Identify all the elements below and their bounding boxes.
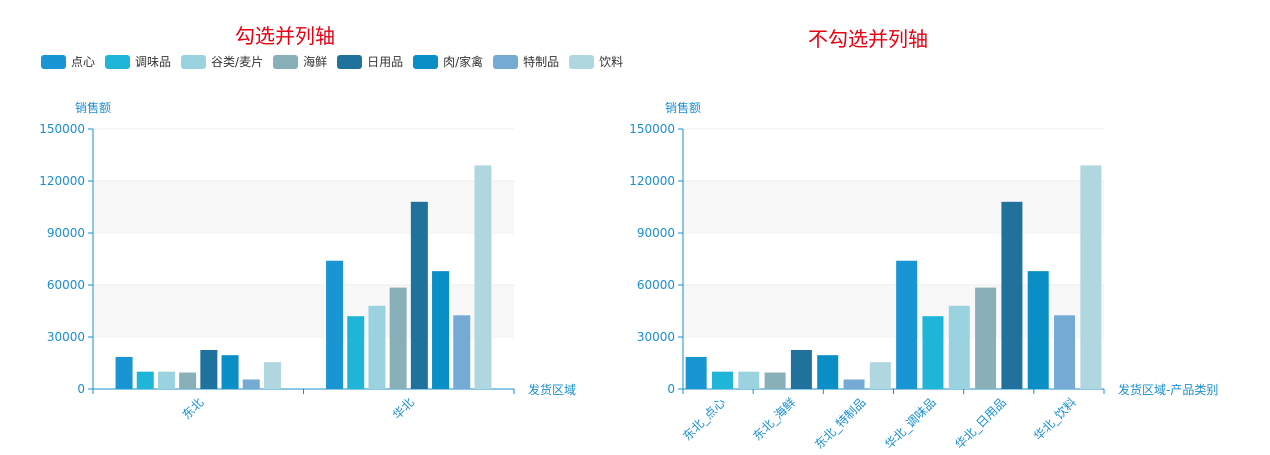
legend-item[interactable]: 点心	[41, 53, 95, 70]
legend-swatch	[105, 54, 131, 69]
x-tick-label: 东北	[179, 395, 206, 422]
bar	[453, 315, 471, 389]
grid-band	[93, 285, 514, 337]
legend-item[interactable]: 海鲜	[273, 53, 327, 70]
y-tick-label: 30000	[47, 330, 85, 344]
x-tick-label: 华北_日用品	[952, 395, 1009, 452]
x-tick-label: 华北_调味品	[882, 395, 939, 452]
bar	[221, 355, 239, 389]
bar	[1080, 165, 1102, 389]
bar	[843, 379, 865, 389]
legend-item[interactable]: 特制品	[493, 53, 559, 70]
bar	[738, 371, 760, 389]
bar	[1001, 201, 1023, 389]
y-tick-label: 0	[667, 382, 675, 396]
y-tick-label: 90000	[637, 226, 675, 240]
legend-swatch	[181, 54, 207, 69]
y-tick-label: 150000	[39, 122, 85, 136]
bar	[242, 379, 260, 389]
legend: 点心 调味品 谷类/麦片 海鲜 日用品 肉/家禽 特制品 饮料	[41, 53, 633, 70]
legend-swatch	[569, 54, 595, 69]
bar	[326, 260, 344, 389]
bar	[389, 287, 407, 389]
y-tick-label: 60000	[47, 278, 85, 292]
bar	[975, 287, 997, 389]
y-axis-title: 销售额	[665, 100, 701, 115]
bar	[1027, 271, 1049, 389]
legend-swatch	[337, 54, 363, 69]
legend-label: 海鲜	[303, 55, 328, 69]
x-axis-title: 发货区域-产品类别	[1118, 382, 1218, 397]
bar	[764, 372, 786, 389]
legend-swatch	[493, 54, 519, 69]
bar	[869, 362, 891, 389]
chart-title-right: 不勾选并列轴	[808, 27, 928, 51]
bar	[948, 305, 970, 389]
grid-band	[93, 181, 514, 233]
y-tick-label: 30000	[637, 330, 675, 344]
y-tick-label: 120000	[39, 174, 85, 188]
bar	[896, 260, 918, 389]
bar	[474, 165, 492, 389]
x-tick-label: 东北_海鲜	[750, 395, 799, 444]
bar	[115, 356, 133, 389]
bar	[410, 201, 428, 389]
y-tick-label: 90000	[47, 226, 85, 240]
legend-label: 谷类/麦片	[211, 55, 264, 69]
bar	[685, 356, 707, 389]
bar	[179, 372, 197, 389]
legend-item[interactable]: 谷类/麦片	[181, 53, 263, 70]
bar	[136, 371, 154, 389]
bar	[263, 362, 281, 389]
y-tick-label: 120000	[629, 174, 675, 188]
y-tick-label: 0	[77, 382, 85, 396]
legend-label: 日用品	[367, 55, 404, 69]
grid-band	[683, 181, 1104, 233]
legend-label: 调味品	[135, 55, 172, 69]
legend-swatch	[41, 54, 66, 69]
legend-swatch	[413, 54, 439, 69]
x-tick-label: 东北_特制品	[811, 395, 868, 452]
legend-item[interactable]: 调味品	[105, 53, 171, 70]
bar	[432, 271, 450, 389]
bar	[790, 350, 812, 389]
chart-title-left: 勾选并列轴	[235, 24, 335, 48]
y-tick-label: 60000	[637, 278, 675, 292]
legend-item[interactable]: 肉/家禽	[413, 53, 483, 70]
legend-item[interactable]: 饮料	[569, 53, 623, 70]
bar	[711, 371, 733, 389]
x-tick-label: 华北	[390, 395, 417, 422]
legend-item[interactable]: 日用品	[337, 53, 403, 70]
x-tick-label: 华北_饮料	[1031, 395, 1079, 443]
legend-label: 饮料	[599, 55, 624, 69]
x-tick-label: 东北_点心	[680, 395, 728, 443]
bar	[157, 371, 175, 389]
legend-swatch	[273, 54, 299, 69]
y-axis-title: 销售额	[75, 100, 111, 115]
bar	[817, 355, 839, 389]
y-tick-label: 150000	[629, 122, 675, 136]
bar	[922, 316, 944, 389]
legend-label: 肉/家禽	[443, 55, 484, 69]
x-axis-title: 发货区域	[528, 382, 576, 397]
bar	[368, 305, 386, 389]
bar	[200, 350, 218, 389]
legend-label: 点心	[71, 55, 96, 69]
bar	[347, 316, 365, 389]
legend-label: 特制品	[523, 55, 560, 69]
bar	[1054, 315, 1076, 389]
